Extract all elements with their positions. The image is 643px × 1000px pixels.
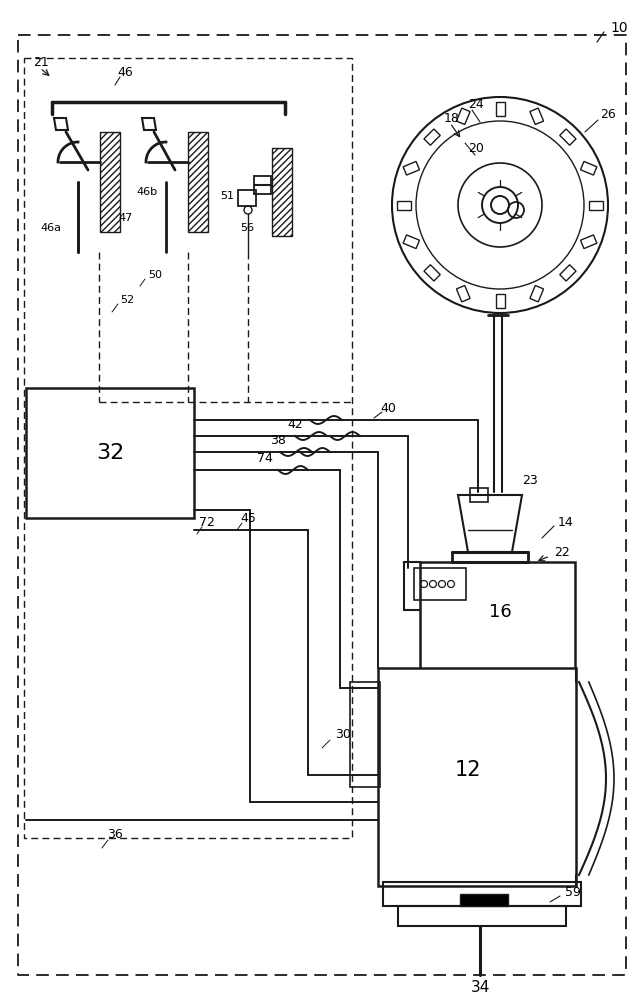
- Bar: [424, 265, 440, 281]
- Bar: [589, 200, 603, 210]
- Bar: [26, 388, 194, 518]
- Bar: [581, 161, 597, 175]
- Text: 18: 18: [444, 111, 460, 124]
- Bar: [530, 108, 543, 124]
- Bar: [560, 129, 576, 145]
- Text: 10: 10: [610, 21, 628, 35]
- Text: 24: 24: [468, 99, 484, 111]
- Bar: [378, 668, 576, 886]
- Text: 34: 34: [470, 980, 490, 996]
- Bar: [560, 265, 576, 281]
- Bar: [383, 882, 581, 906]
- Text: 45: 45: [240, 512, 256, 524]
- Text: 59: 59: [565, 886, 581, 898]
- Text: 12: 12: [455, 760, 481, 780]
- Bar: [470, 488, 488, 502]
- Bar: [460, 894, 508, 906]
- Bar: [398, 906, 566, 926]
- Text: 42: 42: [287, 418, 303, 430]
- Text: 46a: 46a: [40, 223, 61, 233]
- Bar: [496, 294, 505, 308]
- Bar: [424, 129, 440, 145]
- Bar: [350, 682, 380, 787]
- Bar: [238, 190, 256, 206]
- Bar: [272, 148, 292, 236]
- Bar: [254, 176, 271, 194]
- Bar: [496, 102, 505, 116]
- Text: 56: 56: [240, 223, 254, 233]
- Text: 51: 51: [220, 191, 234, 201]
- Text: 46b: 46b: [136, 187, 157, 197]
- Bar: [457, 108, 470, 124]
- Bar: [100, 132, 120, 232]
- Text: 74: 74: [257, 452, 273, 464]
- Text: 47: 47: [118, 213, 132, 223]
- Bar: [457, 286, 470, 302]
- Text: 72: 72: [199, 516, 215, 528]
- Bar: [403, 161, 419, 175]
- Bar: [420, 562, 575, 684]
- Bar: [188, 132, 208, 232]
- Text: 40: 40: [380, 401, 396, 414]
- Text: 30: 30: [335, 728, 351, 742]
- Text: 23: 23: [522, 474, 538, 487]
- Bar: [414, 568, 466, 600]
- Text: 21: 21: [33, 55, 49, 68]
- Text: 46: 46: [117, 66, 133, 79]
- Text: 20: 20: [468, 141, 484, 154]
- Bar: [397, 200, 411, 210]
- Bar: [530, 286, 543, 302]
- Text: 22: 22: [554, 546, 570, 558]
- Text: 32: 32: [96, 443, 124, 463]
- Text: 14: 14: [558, 516, 574, 528]
- Bar: [403, 235, 419, 249]
- Text: 38: 38: [270, 434, 286, 446]
- Text: 16: 16: [489, 603, 511, 621]
- Text: 52: 52: [120, 295, 134, 305]
- Bar: [581, 235, 597, 249]
- Text: 50: 50: [148, 270, 162, 280]
- Text: 26: 26: [600, 108, 616, 121]
- Text: 36: 36: [107, 828, 123, 842]
